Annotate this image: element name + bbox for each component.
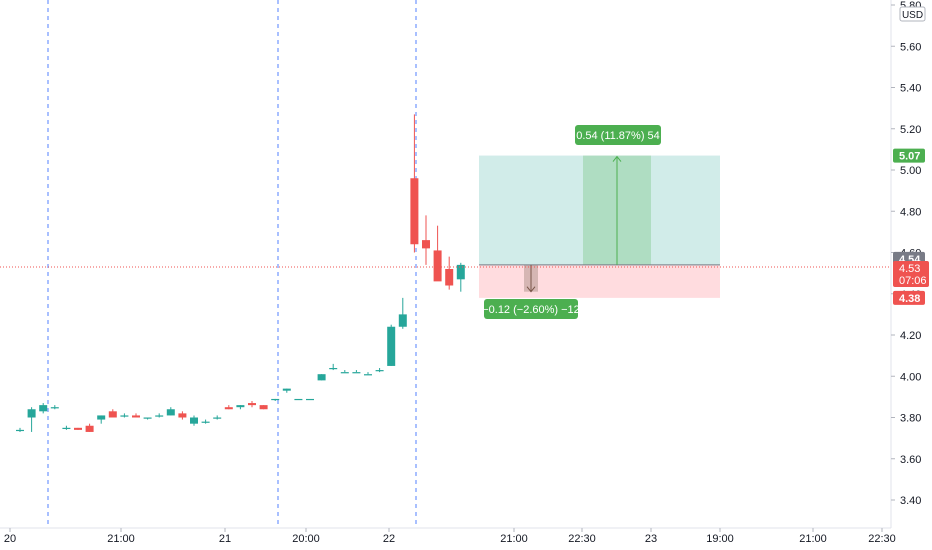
candle-body (224, 407, 233, 410)
x-tick-label: 22:30 (568, 533, 596, 545)
y-tick-label: 3.40 (900, 495, 921, 507)
x-tick-label: 22 (383, 533, 395, 545)
target-price-tag-bg (893, 148, 925, 163)
candle-body (190, 417, 198, 424)
x-axis-ticks: 20 21:00 21 20:00 22 21:00 22:30 23 19:00 21:00 22… (4, 528, 896, 545)
x-tick-label: 21 (219, 533, 231, 545)
x-tick-label: 23 (645, 533, 657, 545)
candle-body (108, 411, 117, 418)
y-tick-label: 4.00 (900, 371, 921, 383)
candle-body (271, 398, 280, 401)
candle-body (213, 417, 222, 419)
x-tick-label: 21:00 (107, 533, 135, 545)
y-tick-label: 3.80 (900, 413, 921, 425)
candle-body (16, 429, 24, 432)
candle-body (294, 398, 303, 401)
position-zones[interactable] (479, 155, 720, 298)
candle-body (236, 405, 245, 408)
candle-body (85, 425, 94, 432)
candles (16, 114, 465, 432)
loss-arrow-head (526, 286, 536, 293)
candle-body (201, 421, 210, 423)
x-tick-label: 22:30 (868, 533, 896, 545)
y-tick-label: 5.20 (900, 124, 921, 136)
candle-body (132, 415, 140, 418)
y-tick-label: 4.80 (900, 206, 921, 218)
y-tick-label: 3.60 (900, 454, 921, 466)
loss-zone[interactable] (479, 264, 720, 298)
y-tick-label: 5.60 (900, 41, 921, 53)
candle-body (248, 403, 256, 406)
stop-price-tag-bg (893, 290, 925, 305)
profit-label-bg (575, 125, 661, 145)
profit-arrow-head (612, 155, 622, 162)
candle-body (97, 415, 106, 420)
profit-label: 0.54 (11.87%) 54 (576, 130, 660, 142)
countdown-tag: 07:06 (899, 275, 927, 287)
last-price-tag-bg (893, 260, 929, 287)
candle-body (398, 314, 407, 327)
time-axis[interactable]: 20 21:00 21 20:00 22 21:00 22:30 23 19:00 21:00 22… (0, 527, 896, 545)
candle-body (364, 374, 372, 376)
x-tick-label: 21:00 (799, 533, 827, 545)
candle-body (340, 372, 349, 374)
position-labels: 0.54 (11.87%) 54 −0.12 (−2.60%) −12 (482, 125, 661, 319)
currency-label[interactable]: USD (899, 6, 926, 22)
candle-body (27, 409, 36, 418)
candle-body (422, 240, 430, 249)
candle-body (329, 368, 338, 370)
session-breaks (47, 0, 417, 528)
candle-body (317, 374, 326, 381)
currency-text: USD (902, 10, 923, 21)
stop-price-tag: 4.38 (899, 293, 920, 305)
x-tick-label: 20 (4, 533, 16, 545)
x-tick-label: 21:00 (500, 533, 528, 545)
candle-body (375, 370, 384, 372)
candle-body (39, 405, 48, 412)
y-tick-label: 5.00 (900, 165, 921, 177)
candle-body (178, 413, 187, 418)
candle-body (155, 415, 164, 417)
candle-body (456, 264, 465, 280)
loss-label: −0.12 (−2.60%) −12 (482, 304, 580, 316)
x-tick-label: 20:00 (292, 533, 320, 545)
loss-label-bg (484, 299, 578, 319)
candle-body (306, 398, 314, 401)
candle-body (282, 388, 291, 391)
candle-body (410, 178, 419, 245)
candle-body (74, 427, 82, 430)
y-tick-label: 4.20 (900, 330, 921, 342)
candle-body (445, 269, 454, 286)
candle-body (62, 427, 71, 430)
x-tick-label: 19:00 (706, 533, 734, 545)
candle-body (387, 326, 396, 366)
candle-body (259, 405, 268, 410)
y-tick-label: 5.40 (900, 83, 921, 95)
profit-zone[interactable] (479, 155, 720, 265)
last-price-tag: 4.53 (899, 263, 920, 275)
candle-body (166, 409, 175, 416)
candle-body (120, 415, 129, 417)
target-price-tag: 5.07 (899, 151, 920, 163)
candle-body (143, 417, 152, 419)
candle-body (50, 407, 59, 409)
candle-body (352, 372, 361, 374)
candle-body (433, 250, 442, 282)
